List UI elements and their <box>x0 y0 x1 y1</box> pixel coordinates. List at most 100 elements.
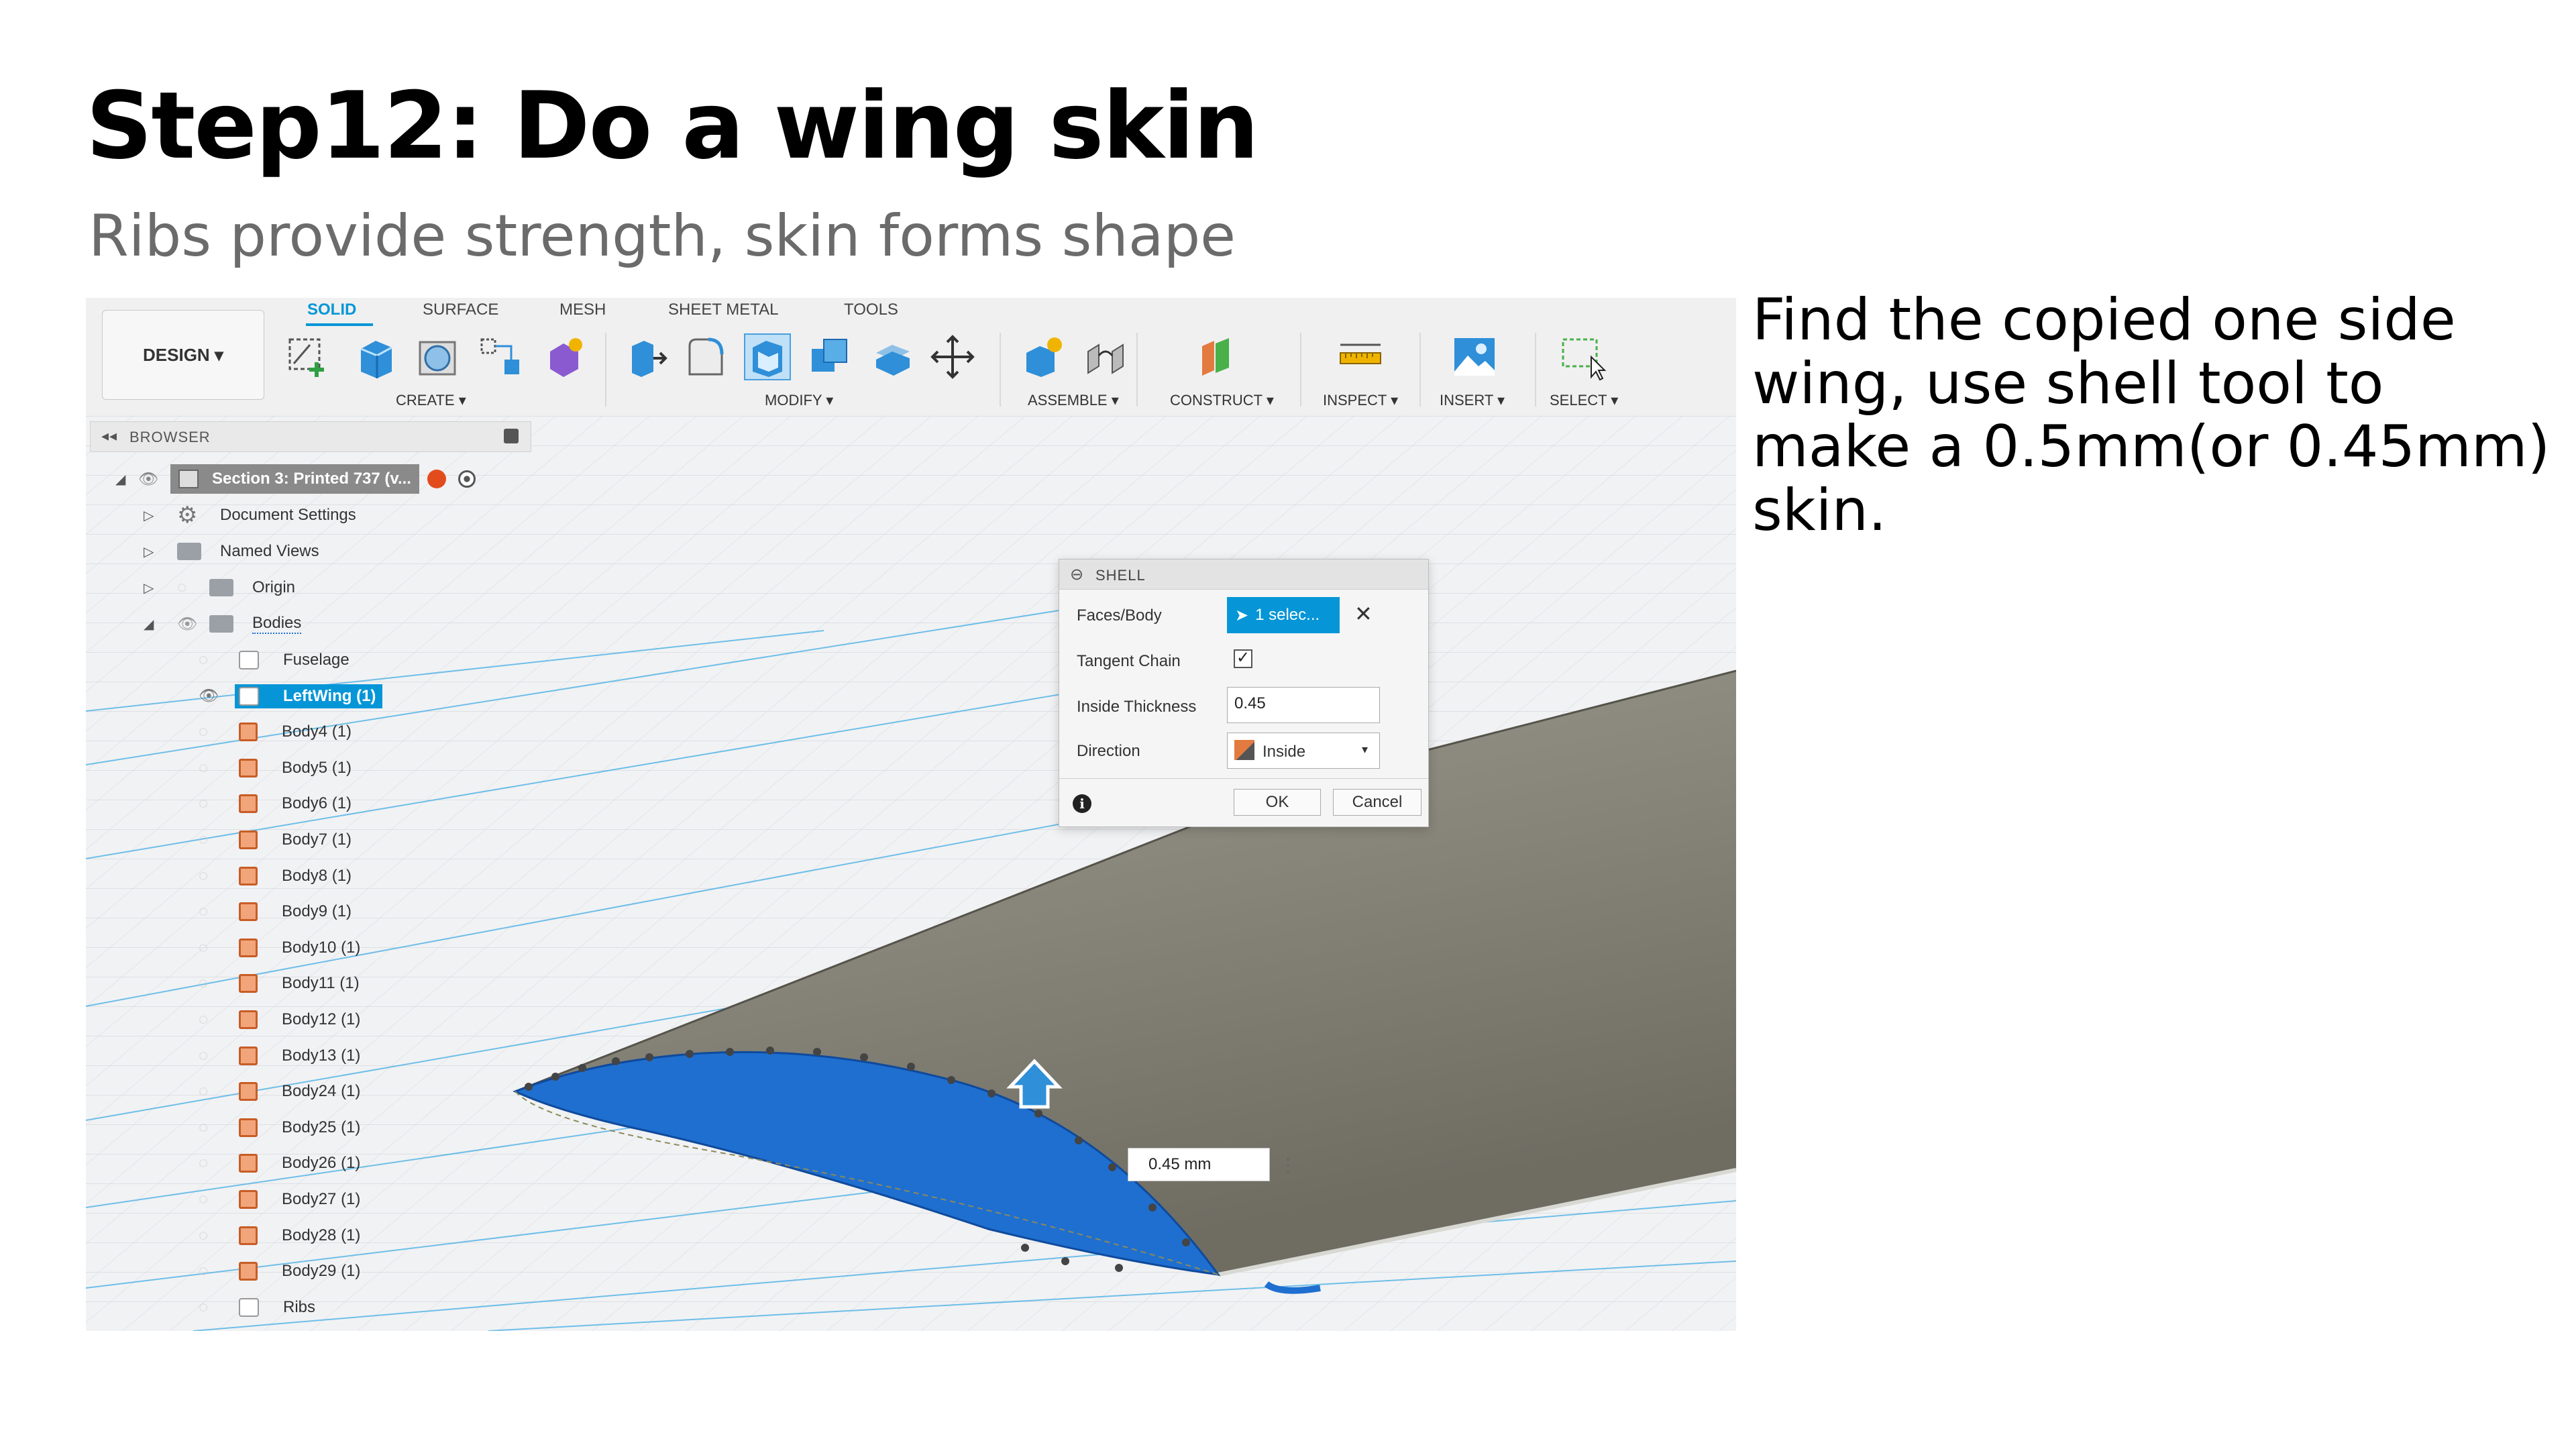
more-options-icon[interactable]: ⋮ <box>1279 1155 1297 1175</box>
visibility-eye-icon[interactable]: ◌ <box>199 722 209 741</box>
visibility-eye-icon[interactable]: ◌ <box>199 974 209 993</box>
body-row[interactable]: ◌ Body12 (1) <box>199 1005 367 1034</box>
fillet-icon[interactable] <box>682 333 730 381</box>
tree-item-origin[interactable]: ▷ ◌ Origin <box>144 573 295 602</box>
modify-menu[interactable]: MODIFY ▾ <box>765 392 834 409</box>
faces-body-selector[interactable]: ➤ 1 selec... <box>1227 597 1340 633</box>
shell-dialog-header[interactable]: ⊖ SHELL <box>1059 559 1428 590</box>
body-row[interactable]: ◌ Body8 (1) <box>199 861 358 891</box>
browser-pin-icon[interactable] <box>504 429 519 443</box>
activate-radio-icon[interactable] <box>458 470 476 488</box>
tab-surface[interactable]: SURFACE <box>423 301 499 319</box>
body-row[interactable]: ◌ Body24 (1) <box>199 1077 367 1106</box>
combine-icon[interactable] <box>805 333 853 381</box>
thickness-dimension-input[interactable]: 0.45 mm ⋮ <box>1128 1148 1297 1181</box>
body-row[interactable]: ◌ Body11 (1) <box>199 969 366 998</box>
info-icon[interactable]: i <box>1073 794 1091 813</box>
browser-root-row[interactable]: ◢ 👁 Section 3: Printed 737 (v... <box>115 464 476 494</box>
visibility-eye-icon[interactable]: ◌ <box>199 830 209 849</box>
create-form-icon[interactable] <box>539 333 588 381</box>
tree-item-named-views[interactable]: ▷ Named Views <box>144 537 319 566</box>
visibility-eye-icon[interactable]: ◌ <box>199 1082 209 1101</box>
select-window-icon[interactable] <box>1559 333 1607 381</box>
select-menu[interactable]: SELECT ▾ <box>1550 392 1619 409</box>
expand-icon[interactable]: ▷ <box>144 544 154 559</box>
create-menu[interactable]: CREATE ▾ <box>396 392 466 409</box>
body-row[interactable]: ◌ Body13 (1) <box>199 1041 367 1071</box>
revolve-icon[interactable] <box>413 333 462 381</box>
visibility-eye-icon[interactable]: ◌ <box>199 1226 209 1244</box>
body-row[interactable]: ◌ Body25 (1) <box>199 1113 367 1142</box>
visibility-eye-icon[interactable]: ◌ <box>199 1046 209 1065</box>
pattern-icon[interactable] <box>476 333 525 381</box>
split-body-icon[interactable] <box>868 333 916 381</box>
body-row[interactable]: ◌ Body26 (1) <box>199 1148 367 1178</box>
collapse-dialog-icon[interactable]: ⊖ <box>1070 566 1085 584</box>
tab-sheet-metal[interactable]: SHEET METAL <box>668 301 779 319</box>
body-row[interactable]: ◌ Body10 (1) <box>199 933 367 963</box>
tab-tools[interactable]: TOOLS <box>844 301 898 319</box>
browser-panel-header[interactable]: ◂◂ BROWSER <box>90 421 531 452</box>
assemble-menu[interactable]: ASSEMBLE ▾ <box>1028 392 1119 409</box>
workspace-switcher[interactable]: DESIGN ▾ <box>102 310 264 400</box>
clear-selection-icon[interactable]: ✕ <box>1354 602 1373 626</box>
hidden-eye-icon[interactable]: ◌ <box>177 578 187 596</box>
direction-dropdown[interactable]: Inside ▾ <box>1227 733 1380 769</box>
body-row[interactable]: ◌ Body7 (1) <box>199 825 358 855</box>
canvas-viewport[interactable]: ◂◂ BROWSER ◢ 👁 Section 3: Printed 737 (v… <box>86 416 1736 1331</box>
insert-menu[interactable]: INSERT ▾ <box>1440 392 1505 409</box>
inside-thickness-input[interactable]: 0.45 <box>1227 687 1380 723</box>
visibility-eye-icon[interactable]: ◌ <box>199 1118 209 1136</box>
tangent-chain-checkbox[interactable]: ✓ <box>1234 649 1252 668</box>
body-row[interactable]: ◌ Body28 (1) <box>199 1221 367 1250</box>
tab-mesh[interactable]: MESH <box>559 301 606 319</box>
construct-menu[interactable]: CONSTRUCT ▾ <box>1170 392 1274 409</box>
selected-face-root[interactable] <box>513 1051 1221 1276</box>
offset-plane-icon[interactable] <box>1191 333 1240 381</box>
expand-icon[interactable]: ▷ <box>144 580 154 596</box>
tree-item-document-settings[interactable]: ▷ ⚙ Document Settings <box>144 500 356 530</box>
body-row[interactable]: ◌ Body6 (1) <box>199 789 358 818</box>
body-row[interactable]: ◌ Body4 (1) <box>199 717 358 747</box>
visibility-eye-icon[interactable]: 👁 <box>138 470 159 488</box>
body-row[interactable]: ◌ Fuselage <box>199 645 356 675</box>
body-row[interactable]: 👁 LeftWing (1) <box>199 682 383 711</box>
expand-icon[interactable]: ▷ <box>144 508 154 523</box>
tree-item-bodies[interactable]: ◢ 👁 Bodies <box>144 609 302 639</box>
extrude-icon[interactable] <box>352 333 400 381</box>
visibility-eye-icon[interactable]: ◌ <box>199 758 209 777</box>
visibility-eye-icon[interactable]: ◌ <box>199 794 209 813</box>
create-sketch-icon[interactable] <box>284 333 333 381</box>
ok-button[interactable]: OK <box>1234 789 1321 816</box>
model-canvas[interactable] <box>86 416 1736 1331</box>
body-row[interactable]: ◌ Body29 (1) <box>199 1256 367 1286</box>
insert-image-icon[interactable] <box>1450 333 1499 381</box>
new-component-icon[interactable] <box>1018 333 1067 381</box>
visibility-eye-icon[interactable]: ◌ <box>199 1262 209 1281</box>
expand-root-icon[interactable]: ◢ <box>115 472 126 487</box>
body-row[interactable]: ◌ Body9 (1) <box>199 897 358 926</box>
visibility-eye-icon[interactable]: ◌ <box>199 1010 209 1028</box>
press-pull-icon[interactable] <box>620 333 668 381</box>
inspect-menu[interactable]: INSPECT ▾ <box>1323 392 1399 409</box>
visibility-eye-icon[interactable]: ◌ <box>199 1190 209 1208</box>
visibility-eye-icon[interactable]: ◌ <box>199 1297 209 1316</box>
collapse-browser-icon[interactable]: ◂◂ <box>101 427 118 444</box>
direction-arrow-icon[interactable] <box>1006 1059 1063 1109</box>
shell-icon[interactable] <box>743 333 792 381</box>
tab-solid[interactable]: SOLID <box>307 301 357 319</box>
cancel-button[interactable]: Cancel <box>1333 789 1421 816</box>
visibility-eye-icon[interactable]: ◌ <box>199 1154 209 1173</box>
visibility-eye-icon[interactable]: ◌ <box>199 866 209 885</box>
body-row[interactable]: ◌ Body27 (1) <box>199 1185 367 1214</box>
visibility-eye-icon[interactable]: 👁 <box>199 687 219 706</box>
joint-icon[interactable] <box>1081 333 1130 381</box>
collapse-icon[interactable]: ◢ <box>144 616 154 632</box>
visibility-eye-icon[interactable]: ◌ <box>199 651 209 669</box>
root-component-label[interactable]: Section 3: Printed 737 (v... <box>170 464 419 494</box>
visibility-eye-icon[interactable]: 👁 <box>177 614 198 633</box>
visibility-eye-icon[interactable]: ◌ <box>199 902 209 921</box>
body-row[interactable]: ◌ Ribs <box>199 1293 322 1322</box>
visibility-eye-icon[interactable]: ◌ <box>199 938 209 957</box>
measure-icon[interactable] <box>1336 333 1385 381</box>
